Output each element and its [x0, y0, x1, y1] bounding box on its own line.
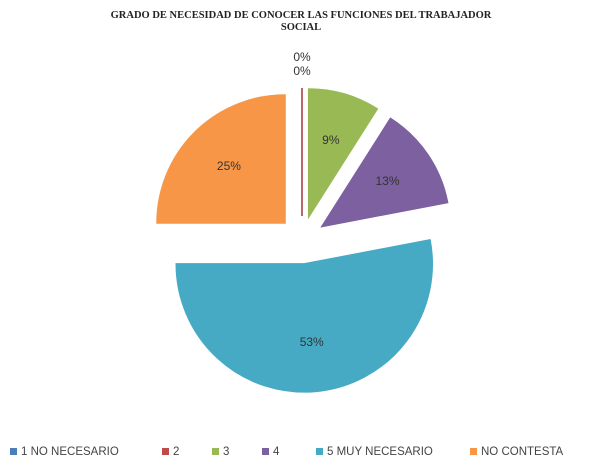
legend-swatch [470, 448, 477, 455]
pie-slice [156, 94, 286, 224]
data-label: 9% [322, 133, 340, 147]
pie-slice [307, 88, 379, 220]
data-label: 0% [293, 64, 311, 78]
legend-label: 2 [173, 446, 179, 458]
legend-swatch [212, 448, 219, 455]
data-label: 0% [293, 50, 311, 64]
legend-label: NO CONTESTA [481, 446, 564, 458]
legend-swatch [10, 448, 17, 455]
pie-slice [320, 117, 449, 228]
data-label: 13% [375, 174, 399, 188]
legend-label: 3 [223, 446, 229, 458]
legend-swatch [162, 448, 169, 455]
data-label: 53% [300, 335, 324, 349]
data-label: 25% [217, 159, 241, 173]
pie-slice [175, 239, 433, 393]
legend-label: 5 MUY NECESARIO [327, 446, 433, 458]
legend-label: 4 [273, 446, 280, 458]
legend-swatch [262, 448, 269, 455]
legend-label: 1 NO NECESARIO [21, 446, 119, 458]
legend-swatch [316, 448, 323, 455]
chart-title: GRADO DE NECESIDAD DE CONOCER LAS FUNCIO… [111, 10, 492, 33]
